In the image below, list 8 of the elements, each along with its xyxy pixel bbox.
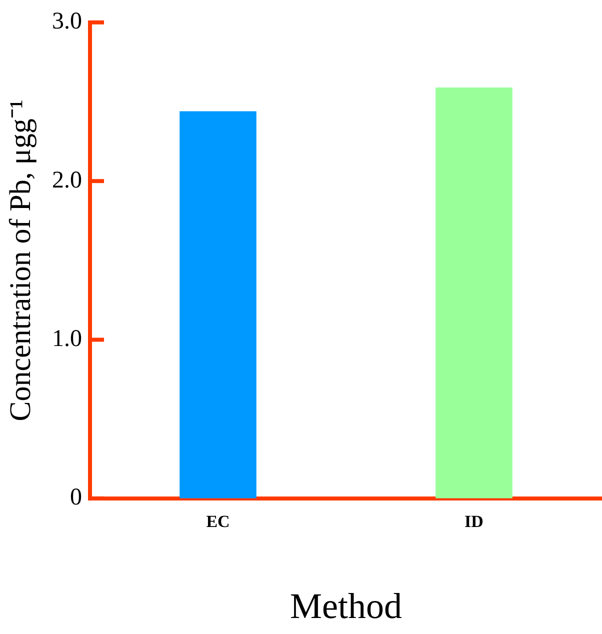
x-axis-title: Method	[290, 586, 402, 626]
y-tick-label: 3.0	[52, 8, 82, 35]
y-tick-label: 0	[70, 484, 82, 511]
y-tick-label: 2.0	[52, 167, 82, 194]
y-axis-title: Concentration of Pb, μgg⁻¹	[4, 100, 37, 422]
y-tick-label: 1.0	[52, 326, 82, 352]
x-tick-label: ID	[464, 512, 484, 531]
x-tick-label: EC	[206, 512, 230, 531]
